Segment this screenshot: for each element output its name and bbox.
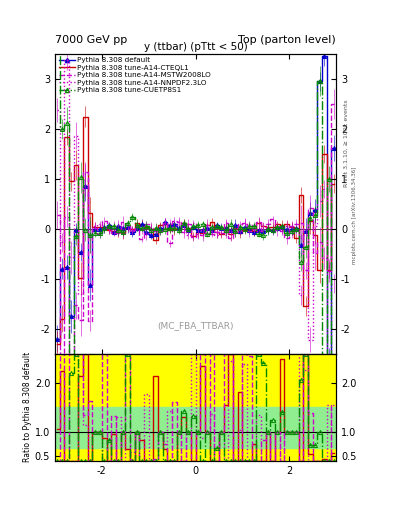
Bar <box>55 354 336 461</box>
Text: mcplots.cern.ch [arXiv:1306.34.36]: mcplots.cern.ch [arXiv:1306.34.36] <box>352 166 357 264</box>
Text: 7000 GeV pp: 7000 GeV pp <box>55 35 127 45</box>
Y-axis label: Ratio to Pythia 8.308 default: Ratio to Pythia 8.308 default <box>23 352 32 462</box>
Text: Top (parton level): Top (parton level) <box>238 35 336 45</box>
Text: (MC_FBA_TTBAR): (MC_FBA_TTBAR) <box>157 321 234 330</box>
Text: Rivet 3.1.10, ≥ 100k events: Rivet 3.1.10, ≥ 100k events <box>344 99 349 187</box>
Title: y (ttbar) (pTtt < 50): y (ttbar) (pTtt < 50) <box>144 41 247 52</box>
Legend: Pythia 8.308 default, Pythia 8.308 tune-A14-CTEQL1, Pythia 8.308 tune-A14-MSTW20: Pythia 8.308 default, Pythia 8.308 tune-… <box>57 56 213 95</box>
Bar <box>55 407 336 447</box>
